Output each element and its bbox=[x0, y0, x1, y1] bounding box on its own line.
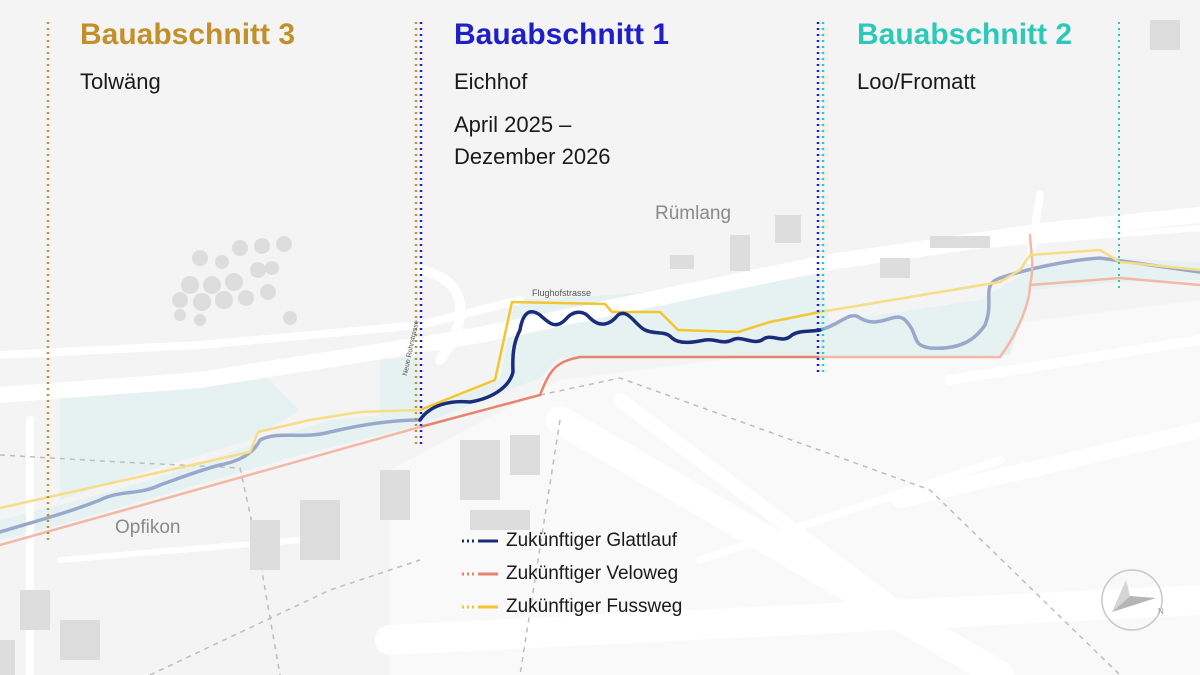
section-2-title: Bauabschnitt 2 bbox=[857, 18, 1073, 51]
legend-swatch-glattlauf bbox=[462, 539, 498, 542]
section-1-date-end: Dezember 2026 bbox=[454, 144, 611, 169]
legend-label-veloweg: Zukünftiger Veloweg bbox=[506, 562, 679, 584]
existing-river bbox=[0, 256, 1200, 534]
compass-icon: N bbox=[1101, 569, 1164, 631]
legend-item-fussweg: Zukünftiger Fussweg bbox=[462, 590, 682, 623]
airport-area bbox=[390, 300, 1200, 675]
section-1-date-start: April 2025 – bbox=[454, 112, 572, 137]
section-2-subtitle: Loo/Fromatt bbox=[857, 69, 976, 94]
legend: Zukünftiger Glattlauf Zukünftiger Velowe… bbox=[462, 524, 682, 623]
future-foot-path bbox=[419, 300, 821, 412]
future-bike-path bbox=[418, 355, 822, 429]
airport-runways bbox=[375, 335, 1200, 675]
place-label-ruemlang: Rümlang bbox=[655, 203, 732, 224]
river-corridor bbox=[0, 258, 1200, 540]
place-label-opfikon: Opfikon bbox=[115, 517, 181, 538]
svg-text:N: N bbox=[1158, 607, 1164, 616]
lower-water bbox=[60, 372, 300, 500]
street-label-flughofstrasse: Flughofstrasse bbox=[532, 288, 592, 298]
section-3-title: Bauabschnitt 3 bbox=[80, 18, 296, 51]
airport-dashed-lines bbox=[0, 377, 1121, 675]
legend-item-veloweg: Zukünftiger Veloweg bbox=[462, 557, 682, 590]
existing-bike-path bbox=[0, 233, 1200, 547]
legend-item-glattlauf: Zukünftiger Glattlauf bbox=[462, 524, 682, 557]
legend-swatch-fussweg bbox=[462, 605, 498, 608]
section-1-subtitle: Eichhof bbox=[454, 69, 528, 94]
future-glatt-river bbox=[418, 310, 822, 422]
roads bbox=[0, 191, 1200, 675]
legend-label-fussweg: Zukünftiger Fussweg bbox=[506, 595, 683, 617]
legend-swatch-veloweg bbox=[462, 572, 498, 575]
legend-label-glattlauf: Zukünftiger Glattlauf bbox=[506, 529, 678, 551]
section-3-subtitle: Tolwäng bbox=[80, 69, 161, 94]
section-1-title: Bauabschnitt 1 bbox=[454, 18, 670, 51]
buildings bbox=[0, 20, 1180, 675]
upper-water bbox=[380, 355, 420, 420]
